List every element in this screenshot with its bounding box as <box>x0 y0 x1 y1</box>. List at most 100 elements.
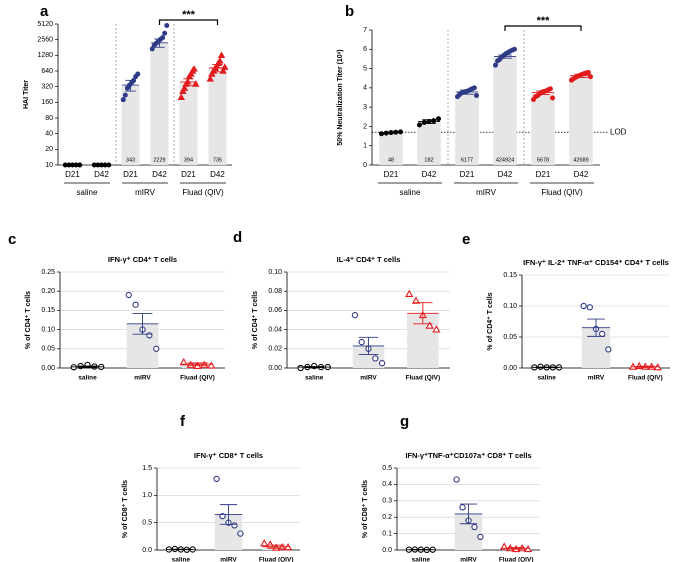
data-point <box>435 116 441 122</box>
bar-value-label: 48 <box>388 157 394 163</box>
data-point <box>179 87 187 95</box>
group-label: Fluad (QIV) <box>541 188 583 197</box>
bar <box>150 42 169 166</box>
data-point <box>605 346 612 353</box>
panel-letter: f <box>180 413 186 430</box>
data-point <box>432 325 441 333</box>
x-tick-label: D42 <box>94 170 109 179</box>
bar <box>569 75 593 165</box>
bar-value-label: 182 <box>424 157 433 163</box>
data-point <box>511 46 517 52</box>
y-tick-label: 1.0 <box>142 492 152 499</box>
y-tick-label: 0.0 <box>142 547 152 554</box>
data-point <box>471 523 478 531</box>
data-point <box>351 312 359 319</box>
data-point <box>585 69 591 75</box>
y-tick-label: 640 <box>41 68 53 75</box>
data-point <box>153 345 160 352</box>
y-axis-title: HAI Titer <box>23 80 30 109</box>
y-tick-label: 0.00 <box>503 365 517 372</box>
data-point <box>207 361 216 369</box>
bar-value-label: 394 <box>184 157 193 163</box>
group-label: saline <box>77 188 98 197</box>
data-point <box>580 302 587 310</box>
y-tick-label: 0.10 <box>41 326 55 333</box>
data-point <box>177 93 185 100</box>
y-tick-label: 0.05 <box>503 334 517 341</box>
panel-letter: b <box>345 3 354 20</box>
data-point <box>162 30 168 36</box>
y-tick-label: 1280 <box>37 52 53 59</box>
x-tick-label: Fluad (QIV) <box>405 375 440 382</box>
y-tick-label: 0.00 <box>268 365 282 372</box>
y-tick-label: 0.10 <box>503 303 517 310</box>
bar <box>352 345 385 368</box>
x-tick-label: D42 <box>152 170 167 179</box>
data-point <box>192 80 200 87</box>
bar <box>121 85 140 165</box>
y-tick-label: 1.5 <box>142 465 152 472</box>
bar-value-label: 2229 <box>153 157 165 163</box>
y-tick-label: 0.20 <box>41 288 55 295</box>
x-tick-label: D42 <box>498 170 513 179</box>
y-tick-label: 0.05 <box>41 346 55 353</box>
data-point <box>206 75 214 82</box>
y-tick-label: 80 <box>45 115 53 122</box>
data-point <box>135 71 141 77</box>
data-point <box>231 522 238 529</box>
bar <box>455 91 479 165</box>
data-point <box>237 530 244 537</box>
y-tick-label: 0.04 <box>268 326 282 333</box>
y-tick-label: 2 <box>363 123 367 130</box>
data-point <box>431 118 437 124</box>
y-tick-label: 0.15 <box>41 307 55 314</box>
y-tick-label: 5 <box>363 65 367 72</box>
data-point <box>180 84 189 91</box>
x-tick-label: Fluad (QIV) <box>628 375 663 382</box>
y-tick-label: 0.02 <box>268 346 282 353</box>
x-tick-label: Fluad (QIV) <box>180 375 215 382</box>
data-point <box>146 332 153 339</box>
data-point <box>549 95 555 101</box>
y-tick-label: 320 <box>41 84 53 91</box>
data-point <box>421 119 427 125</box>
y-tick-label: 0.4 <box>382 481 392 488</box>
y-tick-label: 0.5 <box>382 465 392 472</box>
x-tick-label: D21 <box>181 170 196 179</box>
data-point <box>266 540 275 548</box>
x-tick-label: mIRV <box>360 375 377 382</box>
data-point <box>397 129 403 135</box>
bar-value-label: 42689 <box>573 157 588 163</box>
significance-bracket <box>504 25 582 31</box>
y-axis-title: 50% Neutralization Titer (10ˣ) <box>337 49 344 145</box>
x-tick-label: mIRV <box>134 375 151 382</box>
data-point <box>547 86 553 92</box>
significance-label: *** <box>537 15 551 27</box>
x-tick-label: saline <box>172 557 191 562</box>
x-tick-label: D42 <box>210 170 225 179</box>
panel-letter: a <box>40 3 49 20</box>
x-tick-label: mIRV <box>220 557 237 562</box>
group-label: Fluad (QIV) <box>182 188 224 197</box>
y-tick-label: 0.5 <box>142 520 152 527</box>
y-tick-label: 0.06 <box>268 307 282 314</box>
y-tick-label: 3 <box>363 104 367 111</box>
panel: f IFN-γ⁺ CD8⁺ T cells % of CD8⁺ T cells 0.0… <box>122 413 300 562</box>
data-point <box>358 338 365 346</box>
y-tick-label: 10 <box>45 162 53 169</box>
panel-title: IFN-γ⁺TNF-α⁺CD107a⁺ CD8⁺ T cells <box>405 451 531 460</box>
panel-letter: e <box>462 231 470 248</box>
data-point <box>120 97 126 103</box>
data-point <box>492 62 498 68</box>
significance-bracket <box>158 19 219 25</box>
bar <box>179 81 198 165</box>
data-point <box>260 539 269 547</box>
data-point <box>179 357 188 366</box>
x-tick-label: D21 <box>460 170 475 179</box>
x-tick-label: mIRV <box>588 375 605 382</box>
group-label: saline <box>400 188 421 197</box>
x-tick-label: Fluad (QIV) <box>499 557 534 562</box>
x-tick-label: D21 <box>384 170 399 179</box>
x-tick-label: saline <box>537 375 556 382</box>
panel-letter: d <box>233 229 242 246</box>
